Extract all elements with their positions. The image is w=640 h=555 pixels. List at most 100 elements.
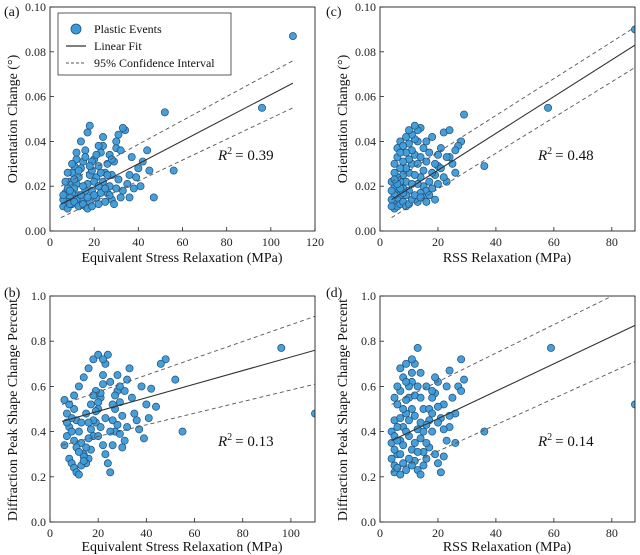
data-point bbox=[160, 108, 169, 117]
y-tick-label: 1.0 bbox=[31, 289, 46, 303]
data-layer bbox=[387, 296, 635, 479]
data-point bbox=[457, 386, 466, 395]
data-point bbox=[65, 400, 74, 409]
data-point bbox=[425, 148, 434, 157]
data-point bbox=[144, 414, 153, 422]
data-layer bbox=[60, 315, 315, 479]
data-point bbox=[410, 121, 419, 130]
data-point bbox=[390, 159, 399, 168]
data-point bbox=[445, 126, 454, 135]
data-point bbox=[77, 418, 86, 427]
data-point bbox=[79, 373, 88, 382]
data-point bbox=[116, 146, 125, 155]
fit-line bbox=[60, 82, 294, 205]
x-tick-label: 80 bbox=[606, 526, 618, 540]
y-tick-label: 0.06 bbox=[25, 90, 46, 104]
data-point bbox=[83, 128, 92, 137]
legend-label: 95% Confidence Interval bbox=[94, 56, 215, 70]
data-point bbox=[110, 200, 118, 209]
data-point bbox=[431, 195, 440, 204]
data-layer bbox=[387, 25, 635, 218]
x-tick-label: 20 bbox=[92, 526, 104, 540]
data-point bbox=[428, 393, 437, 402]
data-point bbox=[84, 364, 93, 373]
data-point bbox=[85, 121, 94, 130]
fit-line bbox=[391, 44, 635, 201]
data-point bbox=[114, 175, 123, 184]
data-point bbox=[460, 375, 468, 384]
x-tick-label: 80 bbox=[606, 235, 618, 249]
data-point bbox=[61, 177, 70, 186]
ci-upper-line bbox=[391, 296, 614, 405]
data-point bbox=[132, 416, 141, 425]
data-point bbox=[70, 391, 79, 400]
data-point bbox=[399, 141, 408, 150]
r-squared-value: = 0.48 bbox=[555, 148, 593, 164]
ci-upper-line bbox=[391, 26, 635, 183]
data-point bbox=[413, 382, 422, 391]
data-point bbox=[116, 193, 125, 202]
data-point bbox=[137, 382, 146, 391]
data-point bbox=[136, 182, 145, 191]
data-point bbox=[407, 355, 416, 364]
data-point bbox=[111, 391, 119, 400]
x-tick-label: 60 bbox=[548, 235, 560, 249]
data-point bbox=[436, 468, 445, 477]
data-point bbox=[60, 441, 69, 450]
data-point bbox=[92, 150, 101, 159]
plot-area: 0 20 40 60 80 100 0.0 0.2 0.4 0.6 0.8 1.0 bbox=[31, 289, 316, 540]
data-point bbox=[419, 427, 428, 436]
ci-upper-line bbox=[61, 315, 315, 405]
data-point bbox=[123, 180, 132, 188]
ci-lower-line bbox=[60, 107, 294, 218]
data-point bbox=[135, 425, 144, 434]
data-point bbox=[434, 402, 442, 411]
data-point bbox=[416, 418, 425, 427]
svg-text:R2= 0.14: R2 = 0.14 bbox=[537, 432, 594, 450]
y-tick-label: 0.02 bbox=[25, 179, 46, 193]
data-point bbox=[142, 400, 151, 409]
plot-background bbox=[380, 296, 635, 522]
fit-line bbox=[61, 349, 315, 422]
x-tick-label: 20 bbox=[432, 526, 444, 540]
x-tick-label: 60 bbox=[548, 526, 560, 540]
data-point bbox=[399, 405, 408, 413]
data-point bbox=[99, 441, 107, 450]
data-point bbox=[428, 132, 437, 141]
data-point bbox=[74, 382, 83, 391]
data-point bbox=[74, 427, 83, 436]
x-tick-label: 80 bbox=[221, 235, 233, 249]
data-point bbox=[402, 132, 411, 141]
data-point bbox=[89, 391, 98, 400]
data-point bbox=[68, 159, 77, 168]
y-tick-label: 0.10 bbox=[25, 0, 46, 14]
data-point bbox=[94, 398, 103, 407]
data-point bbox=[480, 427, 489, 436]
data-point bbox=[127, 153, 136, 162]
data-point bbox=[428, 427, 437, 436]
panel-c: (c) 0 20 40 60 80 0.00 0.02 0.04 0.06 0.08 0.10 RS… bbox=[326, 0, 636, 266]
data-point bbox=[125, 193, 134, 202]
data-point bbox=[416, 368, 425, 377]
x-tick-label: 40 bbox=[490, 526, 502, 540]
data-point bbox=[88, 202, 96, 211]
data-point bbox=[130, 409, 139, 418]
data-point bbox=[123, 375, 132, 384]
data-point bbox=[118, 443, 127, 452]
data-point bbox=[402, 466, 411, 474]
data-point bbox=[413, 159, 422, 168]
x-tick-label: 100 bbox=[282, 526, 300, 540]
data-point bbox=[396, 470, 405, 479]
x-tick-label: 60 bbox=[189, 526, 201, 540]
data-point bbox=[106, 377, 115, 386]
data-point bbox=[101, 450, 110, 459]
data-point bbox=[105, 191, 114, 200]
data-point bbox=[419, 461, 428, 470]
data-point bbox=[145, 166, 154, 175]
data-point bbox=[428, 386, 437, 395]
y-tick-label: 0.8 bbox=[31, 334, 46, 348]
x-tick-label: 100 bbox=[262, 235, 280, 249]
data-point bbox=[439, 425, 448, 434]
data-point bbox=[127, 393, 136, 402]
data-point bbox=[425, 191, 434, 200]
